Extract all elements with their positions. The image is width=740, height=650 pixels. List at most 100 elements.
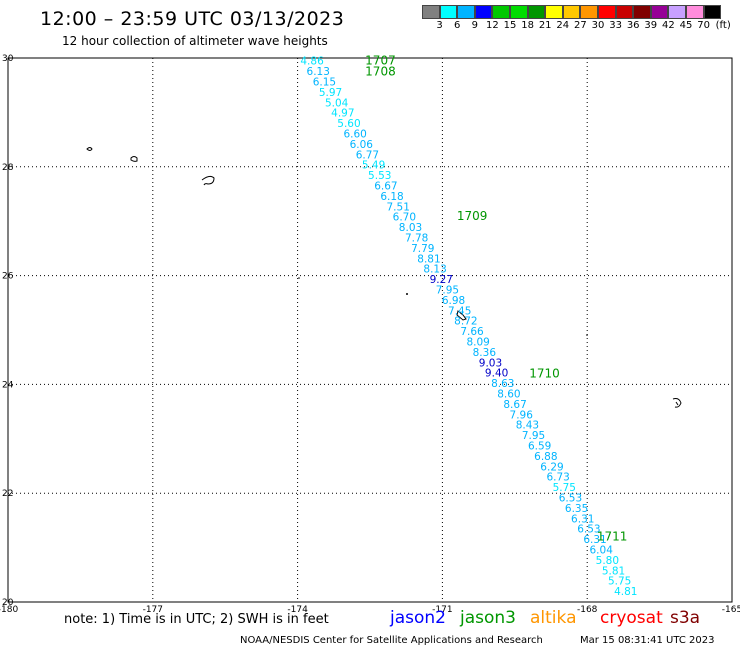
color-scale-swatch bbox=[685, 5, 704, 19]
pass-number-label: 1710 bbox=[529, 367, 560, 381]
y-tick-label: 20 bbox=[2, 598, 14, 608]
swh-value-label: 5.53 bbox=[368, 170, 391, 182]
swh-value-label: 8.60 bbox=[497, 389, 520, 401]
swh-value-label: 6.53 bbox=[559, 493, 582, 505]
color-scale-labels: 3 6 9 12 15 18 21 24 27 30 33 36 39 42 45 70 (ft) bbox=[422, 20, 740, 34]
swh-value-label: 9.40 bbox=[485, 368, 508, 380]
swh-value-label: 8.67 bbox=[503, 399, 526, 411]
x-tick-label: -177 bbox=[143, 605, 163, 615]
swh-value-label: 5.81 bbox=[602, 565, 625, 577]
color-scale-swatch bbox=[650, 5, 669, 19]
swh-value-label: 7.51 bbox=[387, 201, 410, 213]
swh-value-label: 6.15 bbox=[313, 77, 336, 89]
swh-value-label: 8.43 bbox=[516, 420, 539, 432]
swh-value-label: 6.73 bbox=[546, 472, 569, 484]
island-dot bbox=[586, 334, 588, 336]
legend-item-jason2: jason2 bbox=[390, 608, 446, 628]
color-scale-label: 36 bbox=[626, 20, 640, 31]
color-scale-label: 15 bbox=[503, 20, 517, 31]
swh-value-label: 6.31 bbox=[571, 513, 594, 525]
swh-value-label: 5.97 bbox=[319, 87, 342, 99]
swh-value-label: 4.81 bbox=[614, 586, 637, 598]
color-scale-swatch bbox=[422, 5, 440, 19]
color-scale-swatch bbox=[597, 5, 616, 19]
color-scale-swatch bbox=[562, 5, 581, 19]
color-scale-label: 6 bbox=[454, 20, 461, 31]
color-scale-swatch bbox=[457, 5, 475, 19]
generated-timestamp: Mar 15 08:31:41 UTC 2023 bbox=[580, 635, 715, 646]
island-outline bbox=[201, 175, 215, 186]
swh-value-label: 7.95 bbox=[436, 285, 459, 297]
swh-value-label: 5.60 bbox=[337, 118, 360, 130]
y-tick-label: 30 bbox=[2, 54, 14, 64]
y-tick-label: 26 bbox=[2, 272, 14, 282]
swh-value-label: 6.70 bbox=[393, 212, 416, 224]
color-scale-label: 21 bbox=[538, 20, 552, 31]
swh-value-label: 8.72 bbox=[454, 316, 477, 328]
x-tick-label: -171 bbox=[432, 605, 452, 615]
swh-value-label: 6.04 bbox=[590, 545, 614, 557]
color-scale-swatch bbox=[545, 5, 563, 19]
color-scale-label: 70 bbox=[697, 20, 710, 31]
color-scale-swatch bbox=[668, 5, 686, 19]
swh-value-label: 5.80 bbox=[596, 555, 619, 567]
swh-value-label: 8.36 bbox=[473, 347, 497, 359]
footer-note: note: 1) Time is in UTC; 2) SWH is in fe… bbox=[64, 612, 329, 627]
swh-value-label: 7.79 bbox=[411, 243, 434, 255]
color-scale-swatch bbox=[703, 5, 722, 19]
legend-item-jason3: jason3 bbox=[460, 608, 516, 628]
y-tick-label: 24 bbox=[2, 380, 14, 390]
legend-item-cryosat: cryosat bbox=[600, 608, 663, 628]
color-scale-swatch bbox=[439, 5, 458, 19]
color-scale-swatch bbox=[527, 5, 546, 19]
color-scale-bar bbox=[422, 5, 722, 19]
swh-value-label: 7.95 bbox=[522, 430, 545, 442]
swh-value-label: 7.66 bbox=[460, 326, 484, 338]
x-tick-label: -174 bbox=[287, 605, 308, 615]
credit-text: NOAA/NESDIS Center for Satellite Applica… bbox=[240, 635, 543, 646]
swh-value-label: 8.09 bbox=[466, 337, 489, 349]
swh-value-label: 7.78 bbox=[405, 233, 428, 245]
pass-number-label: 1707 bbox=[365, 54, 396, 68]
island-dot bbox=[406, 293, 408, 295]
color-scale-label: 27 bbox=[574, 20, 587, 31]
x-tick-label: -168 bbox=[577, 605, 598, 615]
swh-value-label: 8.13 bbox=[423, 264, 446, 276]
island-outline bbox=[130, 156, 138, 162]
color-scale-swatch bbox=[580, 5, 598, 19]
swh-value-label: 6.13 bbox=[307, 66, 330, 78]
legend-item-altika: altika bbox=[530, 608, 577, 628]
pass-number-label: 1708 bbox=[365, 65, 396, 79]
swh-value-label: 8.03 bbox=[399, 222, 422, 234]
swh-value-label: 6.35 bbox=[565, 503, 588, 515]
swh-value-label: 5.75 bbox=[553, 482, 576, 494]
swh-value-label: 6.67 bbox=[374, 181, 397, 193]
color-scale-swatch bbox=[615, 5, 634, 19]
color-scale-swatch bbox=[474, 5, 493, 19]
swh-value-label: 6.53 bbox=[577, 524, 600, 536]
swh-value-label: 6.31 bbox=[583, 534, 606, 546]
swh-value-label: 6.59 bbox=[528, 441, 551, 453]
swh-value-label: 6.98 bbox=[442, 295, 465, 307]
swh-value-label: 7.96 bbox=[510, 409, 534, 421]
swh-value-label: 6.60 bbox=[343, 129, 366, 141]
island-outline bbox=[86, 147, 93, 151]
swh-value-label: 6.77 bbox=[356, 149, 379, 161]
island-outline bbox=[672, 398, 682, 408]
color-scale-swatch bbox=[492, 5, 510, 19]
color-scale-label: 24 bbox=[556, 20, 570, 31]
island-outline bbox=[456, 310, 467, 321]
swh-value-label: 4.97 bbox=[331, 108, 354, 120]
swh-value-label: 8.81 bbox=[417, 253, 440, 265]
color-scale-swatch bbox=[633, 5, 651, 19]
swh-value-label: 6.88 bbox=[534, 451, 557, 463]
legend-item-s3a: s3a bbox=[670, 608, 701, 628]
pass-number-label: 1711 bbox=[597, 530, 628, 544]
swh-value-label: 8.63 bbox=[491, 378, 514, 390]
y-tick-label: 22 bbox=[2, 489, 13, 499]
swh-value-label: 5.49 bbox=[362, 160, 385, 172]
page-title: 12:00 – 23:59 UTC 03/13/2023 bbox=[40, 8, 345, 30]
x-tick-label: -165 bbox=[722, 605, 740, 615]
color-scale-label: (ft) bbox=[715, 20, 731, 31]
